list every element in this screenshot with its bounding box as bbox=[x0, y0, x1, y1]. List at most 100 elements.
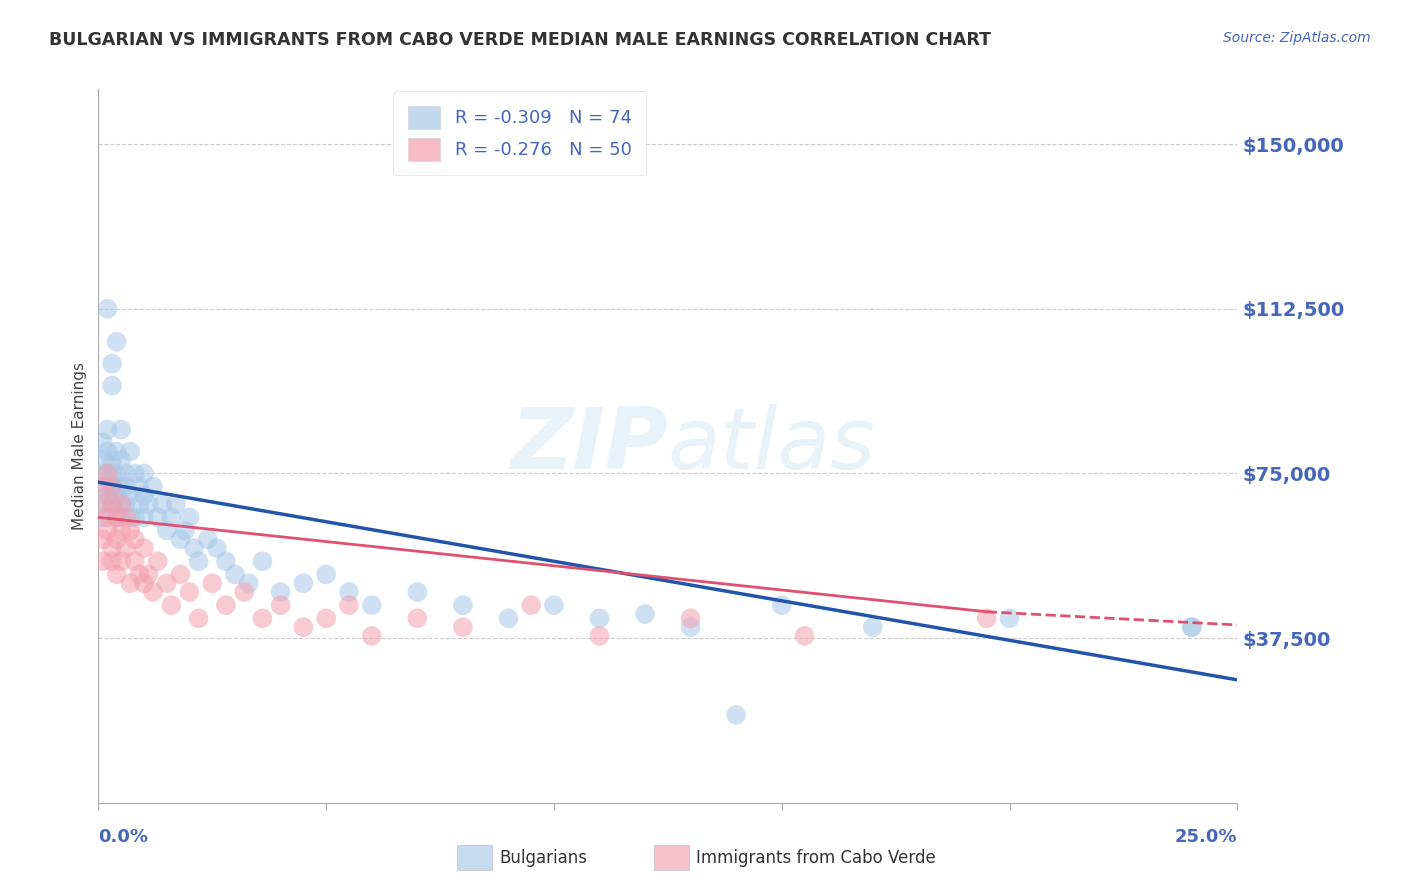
Point bbox=[96, 488, 118, 502]
Point bbox=[588, 611, 610, 625]
Point bbox=[105, 533, 128, 547]
Point bbox=[124, 467, 146, 481]
Point bbox=[588, 629, 610, 643]
Point bbox=[128, 497, 150, 511]
Point bbox=[91, 533, 114, 547]
Text: 25.0%: 25.0% bbox=[1175, 828, 1237, 846]
Point bbox=[114, 480, 136, 494]
Point bbox=[233, 585, 256, 599]
Point bbox=[96, 510, 118, 524]
Point bbox=[101, 480, 124, 494]
Point bbox=[187, 611, 209, 625]
Point bbox=[120, 444, 142, 458]
Point bbox=[337, 585, 360, 599]
Text: Immigrants from Cabo Verde: Immigrants from Cabo Verde bbox=[696, 849, 936, 867]
Point bbox=[187, 554, 209, 568]
Point bbox=[292, 576, 315, 591]
Point bbox=[224, 567, 246, 582]
Point bbox=[543, 598, 565, 612]
Point bbox=[205, 541, 228, 555]
Point bbox=[498, 611, 520, 625]
Point bbox=[110, 510, 132, 524]
Point bbox=[146, 554, 169, 568]
Point bbox=[725, 708, 748, 723]
Point bbox=[1181, 620, 1204, 634]
Point bbox=[114, 497, 136, 511]
Point bbox=[160, 510, 183, 524]
Point bbox=[120, 510, 142, 524]
Point bbox=[138, 497, 160, 511]
Point bbox=[110, 524, 132, 538]
Point bbox=[105, 444, 128, 458]
Point bbox=[132, 467, 155, 481]
Point bbox=[215, 598, 238, 612]
Point bbox=[451, 598, 474, 612]
Point bbox=[315, 611, 337, 625]
Point bbox=[101, 497, 124, 511]
Point bbox=[110, 480, 132, 494]
Point bbox=[862, 620, 884, 634]
Text: 0.0%: 0.0% bbox=[98, 828, 149, 846]
Text: ZIP: ZIP bbox=[510, 404, 668, 488]
Point bbox=[101, 378, 124, 392]
Point bbox=[110, 453, 132, 467]
Text: Bulgarians: Bulgarians bbox=[499, 849, 588, 867]
Point bbox=[451, 620, 474, 634]
Point bbox=[91, 554, 114, 568]
Point bbox=[128, 480, 150, 494]
Point bbox=[360, 629, 382, 643]
Point bbox=[169, 567, 191, 582]
Point bbox=[252, 554, 274, 568]
Point bbox=[124, 533, 146, 547]
Point bbox=[105, 510, 128, 524]
Point bbox=[406, 611, 429, 625]
Point bbox=[132, 488, 155, 502]
Point bbox=[197, 533, 219, 547]
Point bbox=[179, 510, 201, 524]
Point bbox=[114, 541, 136, 555]
Point bbox=[160, 598, 183, 612]
Point bbox=[105, 488, 128, 502]
Point bbox=[793, 629, 815, 643]
Point bbox=[101, 554, 124, 568]
Point bbox=[91, 510, 114, 524]
Point bbox=[114, 510, 136, 524]
Point bbox=[406, 585, 429, 599]
Point bbox=[114, 467, 136, 481]
Point bbox=[96, 467, 118, 481]
Point bbox=[132, 510, 155, 524]
Point bbox=[679, 620, 702, 634]
Point bbox=[238, 576, 260, 591]
Point bbox=[110, 554, 132, 568]
Point bbox=[270, 598, 292, 612]
Point bbox=[96, 480, 118, 494]
Point bbox=[165, 497, 187, 511]
Point bbox=[337, 598, 360, 612]
Point bbox=[998, 611, 1021, 625]
Point bbox=[138, 567, 160, 582]
Point bbox=[91, 480, 114, 494]
Point bbox=[101, 453, 124, 467]
Point bbox=[110, 423, 132, 437]
Point bbox=[105, 510, 128, 524]
Point bbox=[132, 541, 155, 555]
Point bbox=[96, 524, 118, 538]
Point bbox=[360, 598, 382, 612]
Point bbox=[1181, 620, 1204, 634]
Point bbox=[146, 510, 169, 524]
Point bbox=[91, 497, 114, 511]
Point bbox=[96, 467, 118, 481]
Point bbox=[105, 467, 128, 481]
Point bbox=[215, 554, 238, 568]
Point bbox=[679, 611, 702, 625]
Point bbox=[142, 480, 165, 494]
Point bbox=[101, 497, 124, 511]
Point bbox=[179, 585, 201, 599]
Point bbox=[128, 567, 150, 582]
Point bbox=[101, 480, 124, 494]
Point bbox=[770, 598, 793, 612]
Point bbox=[110, 497, 132, 511]
Point bbox=[101, 357, 124, 371]
Point bbox=[270, 585, 292, 599]
Point bbox=[120, 488, 142, 502]
